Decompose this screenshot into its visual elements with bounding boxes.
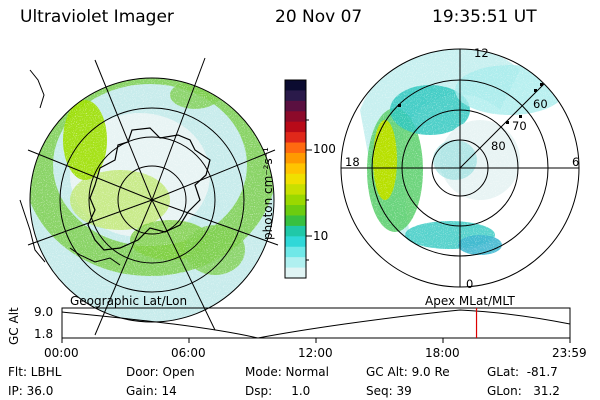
colorbar-swatch xyxy=(285,90,306,102)
colorbar-swatch xyxy=(285,194,306,206)
colorbar-swatch xyxy=(285,205,306,217)
mlat-label-70: 70 xyxy=(512,119,527,133)
altitude-xtick-2: 12:00 xyxy=(298,346,333,360)
colorbar-swatch xyxy=(285,142,306,154)
colorbar-swatch xyxy=(285,225,306,237)
colorbar-swatch xyxy=(285,152,306,164)
image-date: 20 Nov 07 xyxy=(275,7,363,27)
geographic-map xyxy=(19,57,279,336)
status-door: Door: Open xyxy=(126,365,195,379)
mlt-label-0: 0 xyxy=(466,277,474,291)
colorbar-swatch xyxy=(285,215,306,227)
instrument-title: Ultraviolet Imager xyxy=(20,7,174,27)
status-glat: GLat: -81.7 xyxy=(487,365,558,379)
right-map-label: Apex MLat/MLT xyxy=(425,294,515,308)
altitude-panel xyxy=(61,307,571,343)
colorbar-swatch xyxy=(285,246,306,258)
image-time: 19:35:51 UT xyxy=(432,7,537,27)
colorbar-unit-label: photon cm⁻²s⁻¹ xyxy=(261,147,275,240)
colorbar-swatch xyxy=(285,132,306,144)
left-map-label: Geographic Lat/Lon xyxy=(70,294,188,308)
colorbar-swatch xyxy=(285,121,306,133)
status-mode: Mode: Normal xyxy=(245,365,329,379)
mlat-label-60: 60 xyxy=(533,97,548,111)
mlt-label-12: 12 xyxy=(474,46,489,60)
altitude-ymax: 9.0 xyxy=(34,305,54,319)
colorbar-swatch xyxy=(285,267,306,279)
colorbar-swatch xyxy=(285,163,306,175)
status-filter: Flt: LBHL xyxy=(8,365,62,379)
status-gc-alt: GC Alt: 9.0 Re xyxy=(366,365,450,379)
status-ip: IP: 36.0 xyxy=(8,384,54,398)
mlat-label-80: 80 xyxy=(491,139,506,153)
colorbar-tick-10: 10 xyxy=(313,229,329,243)
colorbar-swatch xyxy=(285,173,306,185)
status-seq: Seq: 39 xyxy=(366,384,412,398)
colorbar-swatch xyxy=(285,236,306,248)
colorbar xyxy=(284,79,312,279)
colorbar-swatch xyxy=(285,100,306,112)
colorbar-swatch xyxy=(285,184,306,196)
colorbar-tick-100: 100 xyxy=(313,142,336,156)
altitude-ymin: 1.8 xyxy=(34,327,54,341)
altitude-xtick-0: 00:00 xyxy=(44,346,79,360)
mlt-label-18: 18 xyxy=(345,155,360,169)
altitude-xtick-1: 06:00 xyxy=(171,346,206,360)
colorbar-swatch xyxy=(285,257,306,269)
status-gain: Gain: 14 xyxy=(126,384,177,398)
altitude-xtick-4: 23:59 xyxy=(552,346,587,360)
status-dsp: Dsp: 1.0 xyxy=(245,384,311,398)
mlt-label-6: 6 xyxy=(572,155,580,169)
colorbar-swatch xyxy=(285,80,306,92)
colorbar-swatch xyxy=(285,111,306,123)
altitude-ylabel: GC Alt xyxy=(7,307,21,345)
status-glon: GLon: 31.2 xyxy=(487,384,560,398)
magnetic-map xyxy=(340,48,580,288)
altitude-xtick-3: 18:00 xyxy=(425,346,460,360)
